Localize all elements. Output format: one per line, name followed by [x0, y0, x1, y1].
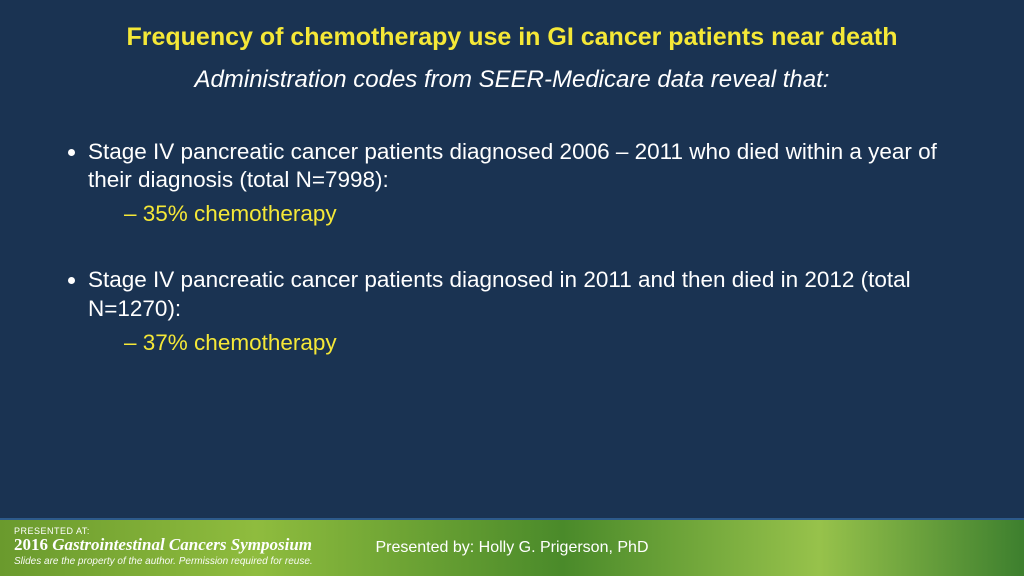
conference-title: 2016 Gastrointestinal Cancers Symposium	[14, 536, 313, 554]
slide-body: Stage IV pancreatic cancer patients diag…	[60, 138, 964, 357]
bullet-item: Stage IV pancreatic cancer patients diag…	[88, 138, 964, 228]
slide-subtitle: Administration codes from SEER-Medicare …	[0, 66, 1024, 94]
conference-year: 2016	[14, 535, 48, 554]
slide-title: Frequency of chemotherapy use in GI canc…	[0, 0, 1024, 52]
sub-bullet-list: 35% chemotherapy	[88, 200, 964, 228]
bullet-list: Stage IV pancreatic cancer patients diag…	[60, 138, 964, 357]
footer-inner: PRESENTED AT: 2016 Gastrointestinal Canc…	[0, 520, 1024, 576]
slide: Frequency of chemotherapy use in GI canc…	[0, 0, 1024, 576]
bullet-text: Stage IV pancreatic cancer patients diag…	[88, 139, 937, 192]
rights-note: Slides are the property of the author. P…	[14, 556, 313, 567]
conference-branding: PRESENTED AT: 2016 Gastrointestinal Canc…	[14, 526, 313, 567]
sub-bullet-item: 37% chemotherapy	[124, 329, 964, 357]
bullet-text: Stage IV pancreatic cancer patients diag…	[88, 267, 911, 320]
sub-bullet-item: 35% chemotherapy	[124, 200, 964, 228]
footer-bar: PRESENTED AT: 2016 Gastrointestinal Canc…	[0, 518, 1024, 576]
sub-bullet-list: 37% chemotherapy	[88, 329, 964, 357]
conference-name: Gastrointestinal Cancers Symposium	[52, 535, 312, 554]
bullet-item: Stage IV pancreatic cancer patients diag…	[88, 266, 964, 356]
